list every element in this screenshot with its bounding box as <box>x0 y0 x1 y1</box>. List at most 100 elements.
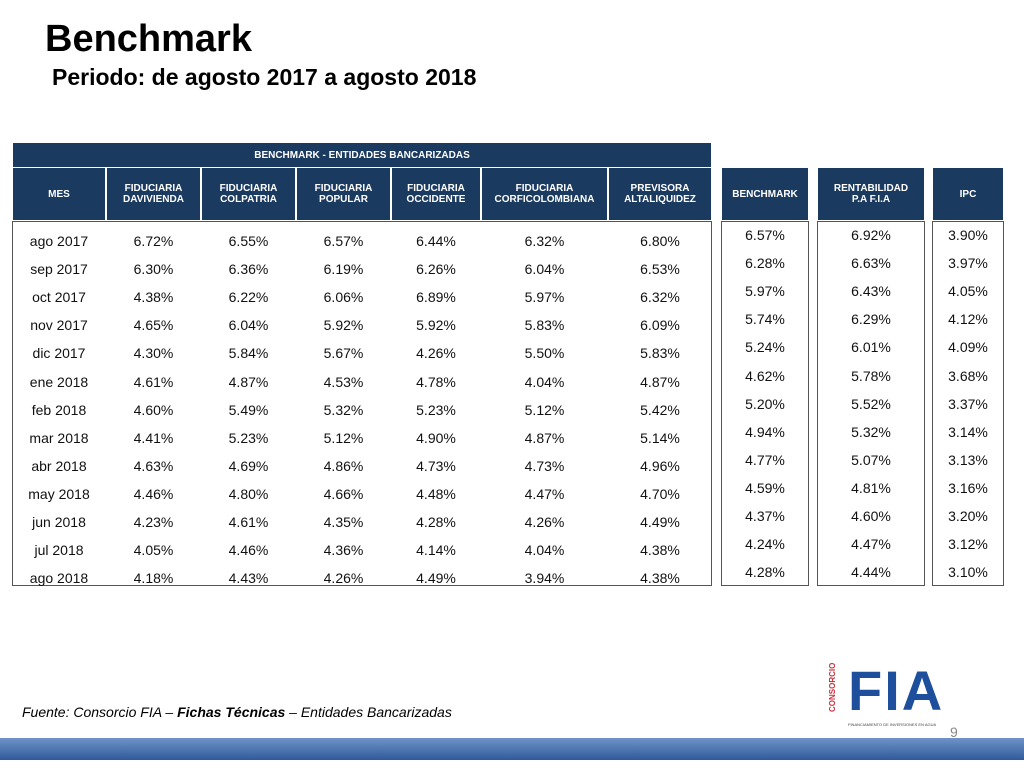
cell: 5.12% <box>323 429 364 446</box>
cell: 3.20% <box>948 508 988 525</box>
cell: 5.83% <box>524 317 565 334</box>
cell: 4.63% <box>133 457 174 474</box>
logo-group: CONSORCIO <box>828 662 837 712</box>
cell: 4.53% <box>323 373 364 390</box>
cell: jun 2018 <box>32 514 86 531</box>
cell: ago 2018 <box>29 570 89 587</box>
cell: 5.12% <box>524 401 565 418</box>
column-header: FIDUCIARIA CORFICOLOMBIANA <box>481 167 608 221</box>
cell: 4.46% <box>133 485 174 502</box>
cell: 4.04% <box>524 373 565 390</box>
cell: 6.19% <box>323 261 364 278</box>
column-header: FIDUCIARIA COLPATRIA <box>201 167 296 221</box>
cell: 6.32% <box>640 289 680 306</box>
cell: 5.52% <box>851 395 891 412</box>
cell: 5.84% <box>228 345 269 362</box>
cell: mar 2018 <box>29 429 89 446</box>
cell: 5.67% <box>323 345 364 362</box>
cell: 4.44% <box>851 564 891 581</box>
column-header: FIDUCIARIA OCCIDENTE <box>391 167 481 221</box>
cell: 5.23% <box>228 429 269 446</box>
cell: 4.26% <box>416 345 456 362</box>
cell: 3.16% <box>948 479 988 496</box>
page-number: 9 <box>950 724 958 740</box>
column-header: IPC <box>932 167 1004 221</box>
cell: 4.14% <box>416 542 456 559</box>
cell: 4.26% <box>323 570 364 587</box>
table-body <box>932 221 1004 586</box>
cell: 4.90% <box>416 429 456 446</box>
column-header: PREVISORA ALTALIQUIDEZ <box>608 167 712 221</box>
cell: 4.23% <box>133 514 174 531</box>
logo-name: FIA <box>848 659 945 722</box>
cell: 4.41% <box>133 429 174 446</box>
cell: 4.47% <box>524 485 565 502</box>
cell: 5.42% <box>640 401 680 418</box>
cell: 6.01% <box>851 339 891 356</box>
cell: 5.97% <box>745 283 785 300</box>
column-header: FIDUCIARIA DAVIVIENDA <box>106 167 201 221</box>
cell: 6.04% <box>524 261 565 278</box>
cell: 4.87% <box>228 373 269 390</box>
source-text: Fuente: Consorcio FIA – <box>22 704 178 720</box>
cell: 5.49% <box>228 401 269 418</box>
cell: 4.96% <box>640 457 680 474</box>
cell: may 2018 <box>28 485 90 502</box>
source-text: Fichas Técnicas <box>177 704 286 720</box>
cell: 6.63% <box>851 255 891 272</box>
cell: nov 2017 <box>30 317 88 334</box>
cell: 4.38% <box>133 289 174 306</box>
cell: 5.78% <box>851 367 891 384</box>
cell: 3.13% <box>948 451 988 468</box>
cell: 6.92% <box>851 227 891 244</box>
cell: 6.29% <box>851 311 891 328</box>
cell: 6.72% <box>133 233 174 250</box>
cell: 5.14% <box>640 429 680 446</box>
cell: 5.07% <box>851 451 891 468</box>
source: Fuente: Consorcio FIA – Fichas Técnicas … <box>22 704 452 720</box>
cell: 4.87% <box>640 373 680 390</box>
table-body <box>817 221 925 586</box>
cell: 5.20% <box>745 395 785 412</box>
cell: 6.57% <box>323 233 364 250</box>
cell: 6.09% <box>640 317 680 334</box>
cell: ago 2017 <box>29 233 89 250</box>
cell: abr 2018 <box>31 457 87 474</box>
cell: 4.61% <box>133 373 174 390</box>
cell: 4.28% <box>745 564 785 581</box>
cell: 4.46% <box>228 542 269 559</box>
cell: 6.22% <box>228 289 269 306</box>
cell: 4.28% <box>416 514 456 531</box>
cell: 6.28% <box>745 255 785 272</box>
cell: 4.37% <box>745 508 785 525</box>
table-body <box>12 221 712 586</box>
cell: 4.24% <box>745 536 785 553</box>
cell: 4.70% <box>640 485 680 502</box>
cell: 4.26% <box>524 514 565 531</box>
cell: 4.49% <box>640 514 680 531</box>
cell: 4.09% <box>948 339 988 356</box>
cell: 4.05% <box>133 542 174 559</box>
cell: 5.92% <box>416 317 456 334</box>
cell: 4.78% <box>416 373 456 390</box>
logo-tagline: FINANCIAMIENTO DE INVERSIONES EN AGUA <box>848 722 937 727</box>
cell: 5.32% <box>323 401 364 418</box>
cell: 4.36% <box>323 542 364 559</box>
cell: 4.73% <box>524 457 565 474</box>
cell: 6.32% <box>524 233 565 250</box>
cell: 3.14% <box>948 423 988 440</box>
cell: 5.92% <box>323 317 364 334</box>
cell: 4.35% <box>323 514 364 531</box>
cell: 4.94% <box>745 423 785 440</box>
cell: 4.60% <box>851 508 891 525</box>
table-body <box>721 221 809 586</box>
cell: 6.57% <box>745 227 785 244</box>
cell: 3.90% <box>948 227 988 244</box>
cell: 4.62% <box>745 367 785 384</box>
cell: 4.59% <box>745 479 785 496</box>
cell: 4.30% <box>133 345 174 362</box>
cell: 4.87% <box>524 429 565 446</box>
title: Benchmark <box>45 18 252 60</box>
cell: 4.66% <box>323 485 364 502</box>
cell: 4.38% <box>640 570 680 587</box>
